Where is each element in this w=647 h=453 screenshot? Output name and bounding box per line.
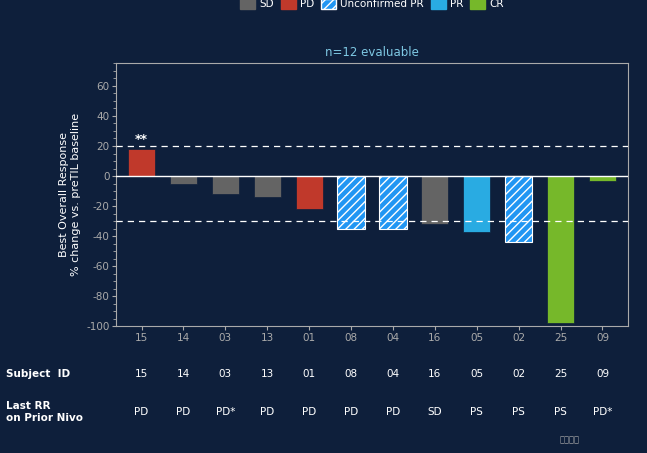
Text: PS: PS xyxy=(512,407,525,417)
Text: PD: PD xyxy=(135,407,149,417)
Text: Last RR
on Prior Nivo: Last RR on Prior Nivo xyxy=(6,401,83,423)
Text: PD*: PD* xyxy=(215,407,235,417)
Text: **: ** xyxy=(135,133,148,146)
Text: PD: PD xyxy=(386,407,400,417)
Bar xyxy=(338,176,365,229)
Title: n=12 evaluable: n=12 evaluable xyxy=(325,47,419,59)
Text: PD: PD xyxy=(177,407,191,417)
Text: 15: 15 xyxy=(135,369,148,379)
Text: 04: 04 xyxy=(386,369,400,379)
Text: 无癌家园: 无癌家园 xyxy=(560,435,579,444)
Bar xyxy=(547,176,574,323)
Text: 09: 09 xyxy=(596,369,609,379)
Bar xyxy=(170,176,197,183)
Text: PD: PD xyxy=(260,407,274,417)
Text: 02: 02 xyxy=(512,369,525,379)
Text: PD: PD xyxy=(302,407,316,417)
Bar xyxy=(296,176,323,209)
Bar xyxy=(421,176,448,224)
Legend: SD, PD, Unconfirmed PR, PR, CR: SD, PD, Unconfirmed PR, PR, CR xyxy=(236,0,508,14)
Bar xyxy=(463,176,490,231)
Text: 05: 05 xyxy=(470,369,483,379)
Text: PS: PS xyxy=(470,407,483,417)
Text: PS: PS xyxy=(554,407,567,417)
Text: 08: 08 xyxy=(344,369,358,379)
Text: SD: SD xyxy=(428,407,442,417)
Text: PD: PD xyxy=(344,407,358,417)
Text: 01: 01 xyxy=(303,369,316,379)
Bar xyxy=(254,176,281,197)
Text: 25: 25 xyxy=(554,369,567,379)
Bar xyxy=(212,176,239,194)
Text: 03: 03 xyxy=(219,369,232,379)
Bar xyxy=(505,176,532,242)
Text: 16: 16 xyxy=(428,369,441,379)
Text: PD*: PD* xyxy=(593,407,612,417)
Text: 14: 14 xyxy=(177,369,190,379)
Text: Subject  ID: Subject ID xyxy=(6,369,71,379)
Bar xyxy=(589,176,616,181)
Bar xyxy=(379,176,406,229)
Bar xyxy=(128,149,155,176)
Y-axis label: Best Overall Response
% change vs. preTIL baseline: Best Overall Response % change vs. preTI… xyxy=(59,113,81,276)
Text: 13: 13 xyxy=(261,369,274,379)
